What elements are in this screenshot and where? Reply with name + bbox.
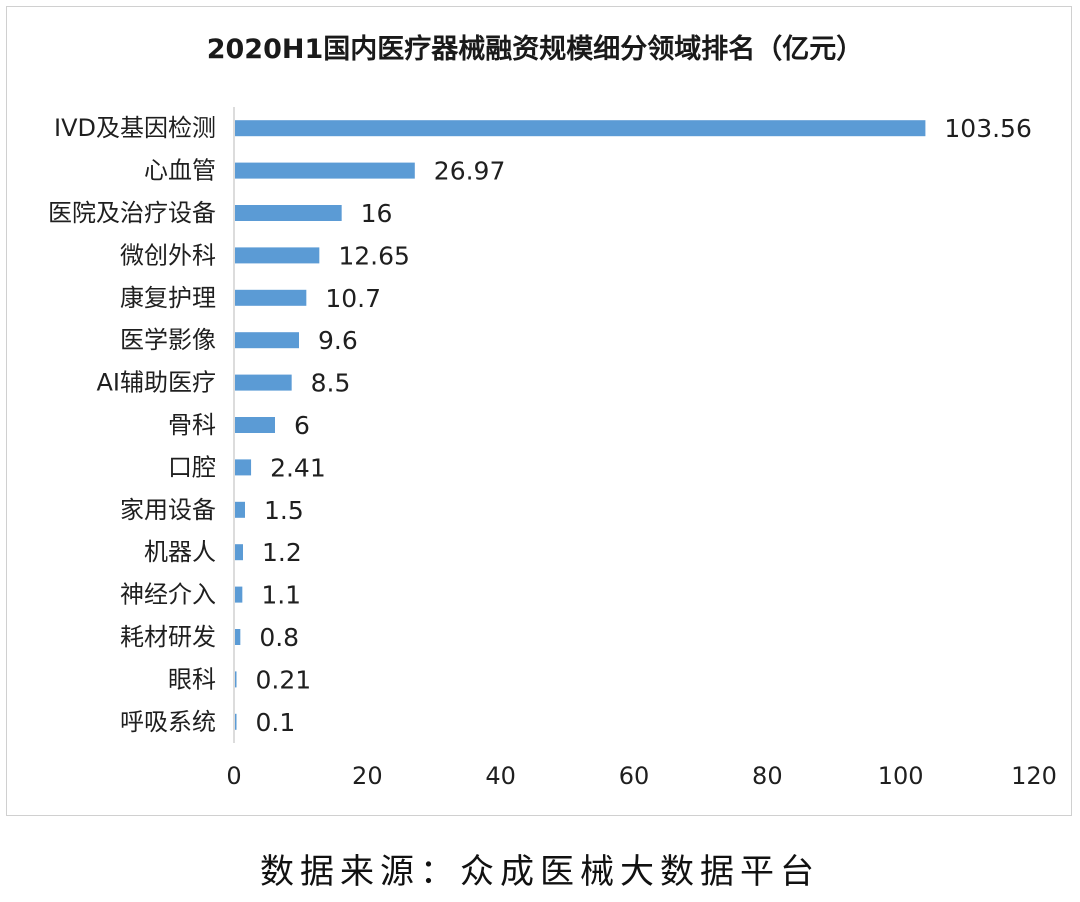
category-label: 神经介入 <box>120 581 216 609</box>
axis-layer: 0 20 40 60 80 100 120 <box>226 107 1057 790</box>
data-label: 103.56 <box>944 114 1031 143</box>
chart-title: 2020H1国内医疗器械融资规模细分领域排名（亿元） <box>207 33 864 65</box>
bar <box>235 459 252 476</box>
data-label: 12.65 <box>338 241 410 270</box>
data-label: 1.2 <box>262 538 302 567</box>
category-label: 耗材研发 <box>120 623 216 651</box>
data-label: 8.5 <box>311 369 351 398</box>
category-label: 医院及治疗设备 <box>48 199 216 227</box>
bar <box>235 332 299 349</box>
chart-frame <box>6 6 1072 816</box>
category-label: IVD及基因检测 <box>54 114 216 142</box>
data-label: 6 <box>294 411 310 440</box>
bar <box>235 417 275 433</box>
category-label: AI辅助医疗 <box>97 369 217 397</box>
category-label: 骨科 <box>168 411 216 439</box>
category-label: 家用设备 <box>120 496 216 524</box>
data-label: 26.97 <box>434 157 506 186</box>
bar <box>235 247 320 264</box>
category-label: 口腔 <box>168 453 216 481</box>
data-label: 1.5 <box>264 496 304 525</box>
x-tick-label: 80 <box>752 762 783 790</box>
category-label: 医学影像 <box>120 326 216 354</box>
category-label: 眼科 <box>168 665 216 693</box>
x-tick-label: 60 <box>619 762 650 790</box>
x-tick-label: 120 <box>1011 762 1057 790</box>
bar <box>235 713 237 730</box>
bar <box>235 120 926 137</box>
bar <box>235 162 415 179</box>
data-label: 9.6 <box>318 326 358 355</box>
category-label: 微创外科 <box>120 241 216 269</box>
x-tick-label: 20 <box>352 762 383 790</box>
bar <box>235 544 243 561</box>
category-label: 机器人 <box>144 538 216 566</box>
bar <box>235 671 237 688</box>
labels-layer: IVD及基因检测 103.56 心血管 26.97 医院及治疗设备 16 微创外科 12.65… <box>48 114 1032 737</box>
x-tick-label: 0 <box>226 762 241 790</box>
data-label: 16 <box>361 199 393 228</box>
bar <box>235 629 241 645</box>
x-tick-label: 100 <box>878 762 924 790</box>
data-source-caption: 数据来源：众成医械大数据平台 <box>260 852 820 892</box>
data-label: 2.41 <box>270 453 326 482</box>
bar <box>235 374 292 391</box>
bar <box>235 205 342 221</box>
data-label: 1.1 <box>261 581 301 610</box>
category-label: 心血管 <box>144 157 216 185</box>
category-label: 呼吸系统 <box>120 708 216 736</box>
bars-layer <box>235 120 926 730</box>
category-label: 康复护理 <box>120 284 216 312</box>
data-label: 0.21 <box>256 665 312 694</box>
data-label: 0.1 <box>256 708 296 737</box>
data-label: 10.7 <box>325 284 381 313</box>
bar <box>235 501 245 518</box>
x-tick-label: 40 <box>485 762 516 790</box>
data-label: 0.8 <box>259 623 299 652</box>
bar <box>235 289 307 306</box>
bar <box>235 586 243 603</box>
